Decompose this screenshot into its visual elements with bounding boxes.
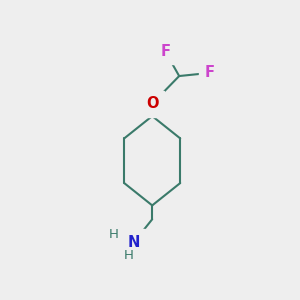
Text: F: F: [160, 44, 170, 59]
Text: N: N: [128, 235, 140, 250]
Text: O: O: [146, 96, 158, 111]
Text: F: F: [204, 65, 214, 80]
Text: H: H: [124, 249, 134, 262]
Text: H: H: [109, 228, 118, 241]
